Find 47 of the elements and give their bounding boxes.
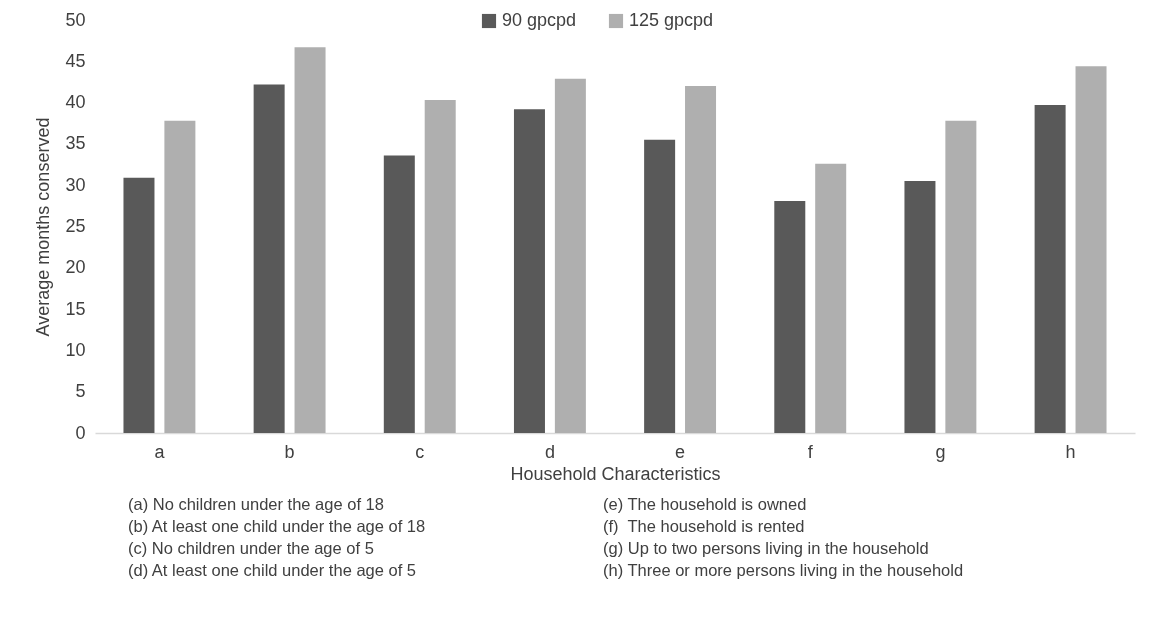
x-tick-label: e xyxy=(675,441,686,462)
bar xyxy=(1075,66,1107,433)
y-tick-label: 35 xyxy=(65,133,86,154)
y-tick-label: 50 xyxy=(65,9,86,30)
bar xyxy=(424,100,456,433)
y-axis-title: Average months conserved xyxy=(33,117,54,337)
text: (b) At least one child under the age of 18 xyxy=(128,516,427,537)
bar xyxy=(685,86,717,433)
x-tick-label: b xyxy=(284,441,295,462)
text: (c) No children under the age of 5 xyxy=(128,538,375,559)
text: (h) Three or more persons living in the household xyxy=(603,560,965,581)
bar xyxy=(253,84,285,433)
y-tick-label: 20 xyxy=(65,257,86,278)
bar xyxy=(383,155,415,433)
x-axis-title: Household Characteristics xyxy=(510,463,721,484)
bar xyxy=(774,200,806,433)
y-tick-label: 40 xyxy=(65,92,86,113)
text: (e) The household is owned xyxy=(603,494,808,515)
x-tick-label: f xyxy=(807,441,814,462)
y-tick-label: 0 xyxy=(75,422,86,443)
legend-label: 90 gpcpd xyxy=(502,10,577,30)
x-tick-label: h xyxy=(1065,441,1076,462)
legend-label: 125 gpcpd xyxy=(629,10,714,30)
text: (f) The household is rented xyxy=(603,516,806,537)
y-tick-label: 15 xyxy=(65,298,86,319)
x-tick-label: a xyxy=(154,441,166,462)
x-tick-label: c xyxy=(415,441,425,462)
x-tick-label: d xyxy=(544,441,555,462)
x-tick-label: g xyxy=(935,441,946,462)
bar xyxy=(513,109,545,433)
bar xyxy=(123,177,155,433)
y-tick-label: 5 xyxy=(75,381,86,402)
bar xyxy=(904,181,936,433)
bar xyxy=(945,120,977,433)
text: (a) No children under the age of 18 xyxy=(128,494,385,515)
y-tick-label: 10 xyxy=(65,339,86,360)
bar xyxy=(644,139,676,433)
bar xyxy=(164,120,196,433)
y-tick-label: 45 xyxy=(65,50,86,71)
text: (g) Up to two persons living in the household xyxy=(603,538,930,559)
y-tick-label: 25 xyxy=(65,216,86,236)
bar xyxy=(294,47,326,433)
text: (d) At least one child under the age of 5 xyxy=(128,560,418,581)
bar xyxy=(1034,105,1066,433)
y-tick-label: 30 xyxy=(65,174,86,195)
bar xyxy=(554,78,586,433)
bar xyxy=(815,163,847,433)
